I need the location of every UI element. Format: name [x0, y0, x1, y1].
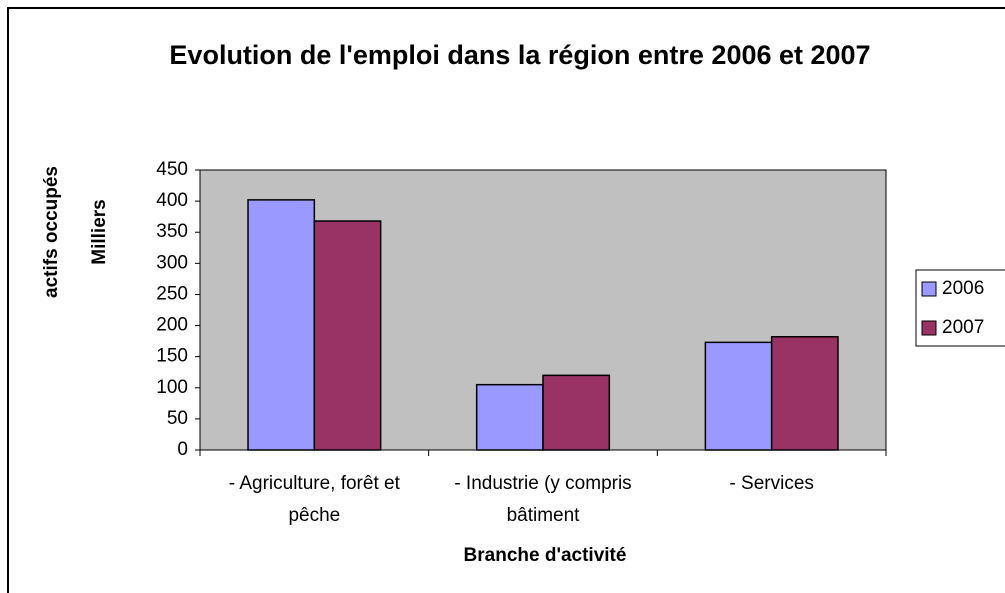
x-axis-title: Branche d'activité	[463, 545, 627, 566]
y-tick-label: 100	[156, 377, 188, 398]
x-tick-label: - Services	[729, 473, 814, 494]
chart-title: Evolution de l'emploi dans la région ent…	[169, 40, 871, 70]
y-axis-title: Milliers	[89, 199, 110, 264]
legend-swatch	[921, 320, 937, 336]
legend-swatch	[921, 281, 937, 297]
y-tick-label: 150	[156, 346, 188, 367]
y-tick-label: 300	[156, 252, 188, 273]
y-tick-label: 50	[167, 408, 188, 429]
y-tick-label: 450	[156, 159, 188, 180]
legend-label: 2007	[942, 317, 984, 338]
bar	[313, 220, 382, 451]
y-axis-title: actifs occupés	[41, 166, 62, 298]
bar	[704, 341, 773, 451]
legend-label: 2006	[942, 278, 984, 299]
x-tick-label: - Industrie (y compris bâtiment	[454, 473, 632, 526]
bar	[247, 199, 316, 451]
y-tick-label: 400	[156, 190, 188, 211]
bar	[542, 374, 611, 451]
y-tick-label: 350	[156, 221, 188, 242]
y-tick-label: 0	[177, 439, 188, 460]
y-tick-label: 200	[156, 315, 188, 336]
y-tick-label: 250	[156, 283, 188, 304]
bar	[475, 383, 544, 451]
bar	[770, 336, 839, 451]
x-tick-label: - Agriculture, forêt et pêche	[228, 473, 400, 526]
